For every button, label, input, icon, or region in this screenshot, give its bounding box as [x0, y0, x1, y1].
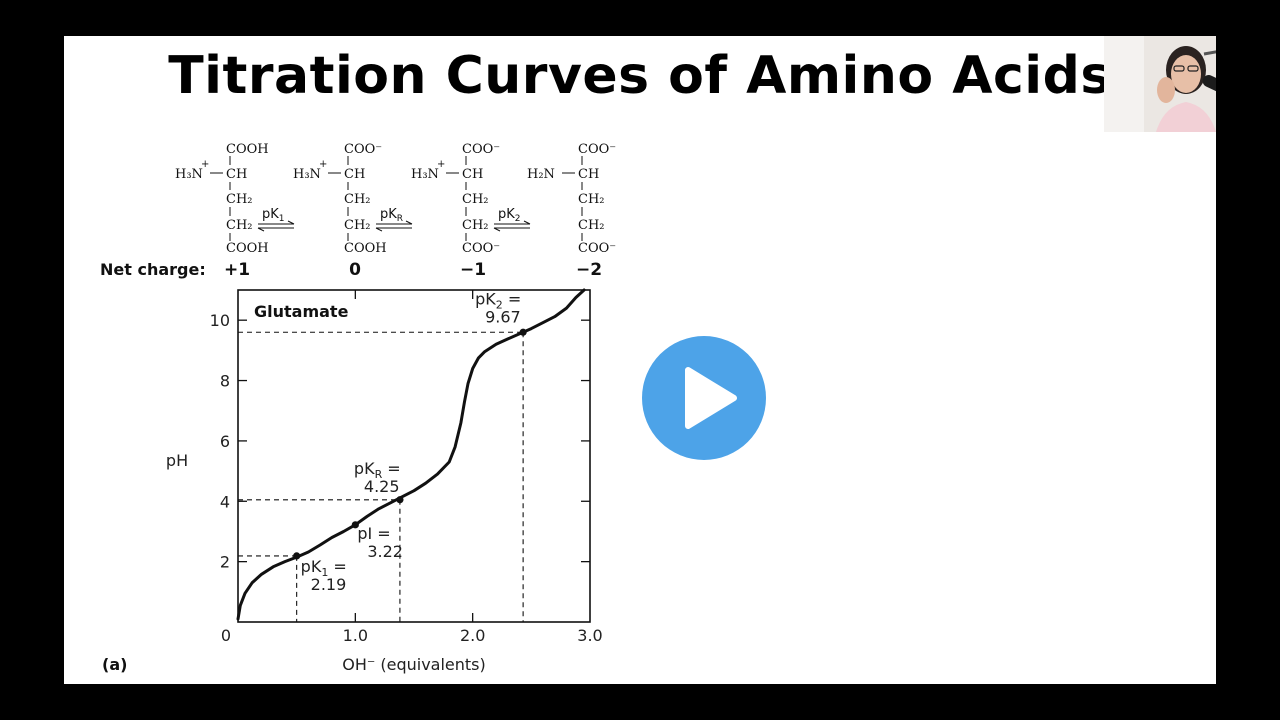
- y-tick-label: 6: [220, 432, 230, 451]
- x-tick-label: 1.0: [343, 626, 368, 645]
- structure-ch2-beta: CH₂: [226, 192, 253, 207]
- point-label: pK2 =9.67: [475, 289, 521, 326]
- titration-chart: 2 4 6 8 10 0 1.0 2.0 3.0 pH OH⁻ (equivalents) Gluta…: [102, 288, 603, 674]
- panel-label: (a): [102, 655, 127, 674]
- point-label-value: 9.67: [485, 307, 521, 326]
- x-axis-label: OH⁻ (equivalents): [342, 655, 486, 674]
- structure-ch2-gamma: CH₂: [344, 218, 371, 233]
- arrow-head: [375, 227, 383, 232]
- structures-row: COOHH₃N+CHCH₂CH₂COOH+1COO⁻H₃N+CHCH₂CH₂CO…: [100, 142, 616, 280]
- x-tick-label: 2.0: [460, 626, 485, 645]
- point-label-value: 4.25: [364, 477, 400, 496]
- structure-plus-charge: +: [319, 159, 327, 170]
- arrow-head: [287, 220, 295, 225]
- net-charge-4: −2: [576, 260, 602, 280]
- play-button[interactable]: [630, 324, 778, 472]
- arrow-head: [493, 227, 501, 232]
- structure-side-group: COO⁻: [462, 241, 500, 256]
- point-label-value: 3.22: [367, 542, 403, 561]
- arrow-head: [405, 220, 413, 225]
- slide-title: Titration Curves of Amino Acids: [168, 46, 1112, 106]
- point-marker: [396, 496, 404, 504]
- structure-amino-group: H₃N: [411, 167, 439, 182]
- y-axis-label: pH: [166, 451, 188, 470]
- equilibrium-label: pK1: [262, 207, 285, 224]
- arrow-head: [257, 227, 265, 232]
- structure-amino-group: H₃N: [293, 167, 321, 182]
- structure-plus-charge: +: [201, 159, 209, 170]
- structure-plus-charge: +: [437, 159, 445, 170]
- arrow-head: [523, 220, 531, 225]
- x-tick-label: 3.0: [577, 626, 602, 645]
- slide: Titration Curves of Amino Acids COOH H₃N +…: [64, 36, 1216, 684]
- structure-amino-group: H₂N: [527, 167, 555, 182]
- y-tick-label: 2: [220, 553, 230, 572]
- y-tick-label: 8: [220, 372, 230, 391]
- equilibrium-1: pK1: [257, 207, 295, 232]
- titration-curve: [236, 288, 586, 621]
- structure-ch2-beta: CH₂: [578, 192, 605, 207]
- equilibrium-3: pK2: [493, 207, 531, 232]
- structure-alpha-carbon: CH: [226, 167, 247, 182]
- structure-ch2-gamma: CH₂: [226, 218, 253, 233]
- point-marker: [519, 328, 527, 336]
- structure-3: COO⁻ H₃N+ CH CH₂ CH₂ COO⁻: [411, 142, 500, 256]
- net-charge-2: 0: [349, 260, 361, 280]
- point-label-name: pKR =: [354, 459, 401, 481]
- structure-ch2-gamma: CH₂: [462, 218, 489, 233]
- structure-side-group: COOH: [344, 241, 387, 256]
- structure-alpha-carbon: CH: [344, 167, 365, 182]
- structure-2: COO⁻ H₃N+ CH CH₂ CH₂ COOH: [293, 142, 387, 256]
- structure-top-group: COO⁻: [462, 142, 500, 157]
- structure-ch2-beta: CH₂: [344, 192, 371, 207]
- point-label: pKR =4.25: [354, 459, 401, 496]
- chart-title: Glutamate: [254, 302, 349, 321]
- structure-side-group: COO⁻: [578, 241, 616, 256]
- point-label-name: pK1 =: [301, 557, 347, 579]
- equilibrium-label: pKR: [380, 207, 403, 224]
- net-charge-label: Net charge:: [100, 260, 206, 279]
- point-label-name: pK2 =: [475, 289, 521, 311]
- structure-top-group: COO⁻: [578, 142, 616, 157]
- x-tick-label: 0: [221, 626, 231, 645]
- plot-frame: [237, 289, 591, 623]
- play-icon: [685, 367, 737, 429]
- structure-ch2-gamma: CH₂: [578, 218, 605, 233]
- point-label: pI =3.22: [357, 524, 403, 561]
- structure-top-group: COOH: [226, 142, 269, 157]
- y-tick-label: 10: [210, 311, 230, 330]
- net-charge-3: −1: [460, 260, 486, 280]
- structure-ch2-beta: CH₂: [462, 192, 489, 207]
- structure-alpha-carbon: CH: [578, 167, 599, 182]
- point-marker: [293, 552, 301, 560]
- net-charge-1: +1: [224, 260, 250, 280]
- point-label: pK1 =2.19: [301, 557, 347, 594]
- structure-top-group: COO⁻: [344, 142, 382, 157]
- structure-side-group: COOH: [226, 241, 269, 256]
- equilibrium-2: pKR: [375, 207, 413, 232]
- webcam-overlay: [1104, 36, 1216, 132]
- equilibrium-label: pK2: [498, 207, 521, 224]
- figure: COOHH₃N+CHCH₂CH₂COOH+1COO⁻H₃N+CHCH₂CH₂CO…: [100, 142, 616, 674]
- y-tick-label: 4: [220, 492, 230, 511]
- structure-amino-group: H₃N: [175, 167, 203, 182]
- structure-alpha-carbon: CH: [462, 167, 483, 182]
- point-marker: [351, 521, 359, 529]
- point-label-name: pI =: [357, 524, 390, 543]
- point-label-value: 2.19: [311, 575, 347, 594]
- structure-4: COO⁻ H₂N CH CH₂ CH₂ COO⁻: [527, 142, 616, 256]
- structure-1: COOH H₃N+ CH CH₂ CH₂ COOH: [175, 142, 269, 256]
